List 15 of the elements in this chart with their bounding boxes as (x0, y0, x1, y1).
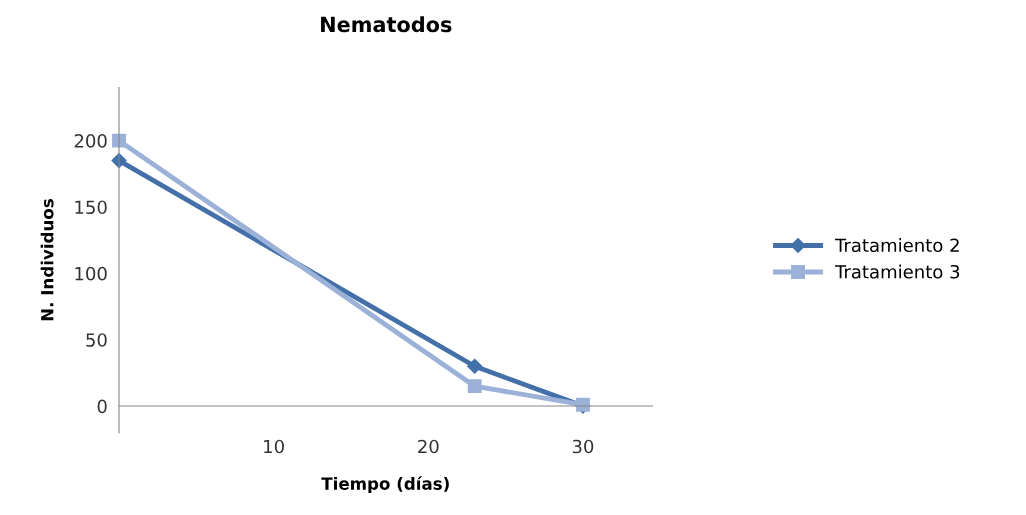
y-tick-label: 50 (86, 333, 107, 347)
y-tick-label: 200 (74, 134, 107, 148)
point (467, 379, 482, 394)
point (467, 358, 483, 374)
y-axis-title: N. Individuos (40, 199, 54, 321)
x-axis-title: Tiempo (días) (321, 476, 449, 494)
y-tick-label: 100 (75, 266, 107, 281)
x-tick-label: 20 (418, 439, 439, 454)
legend-label: Tratamiento 3 (835, 264, 960, 279)
x-tick-label: 10 (264, 439, 284, 454)
x-tick-label: 30 (572, 439, 594, 454)
legend-label: Tratamiento 2 (835, 238, 959, 253)
chart-title: Nematodos (321, 16, 452, 33)
y-tick-label: 0 (97, 399, 107, 414)
y-tick-label: 150 (75, 200, 107, 215)
